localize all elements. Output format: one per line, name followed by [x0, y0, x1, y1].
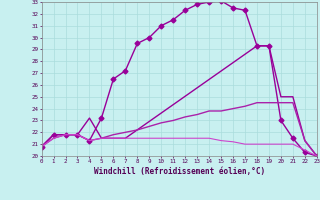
X-axis label: Windchill (Refroidissement éolien,°C): Windchill (Refroidissement éolien,°C)	[94, 167, 265, 176]
